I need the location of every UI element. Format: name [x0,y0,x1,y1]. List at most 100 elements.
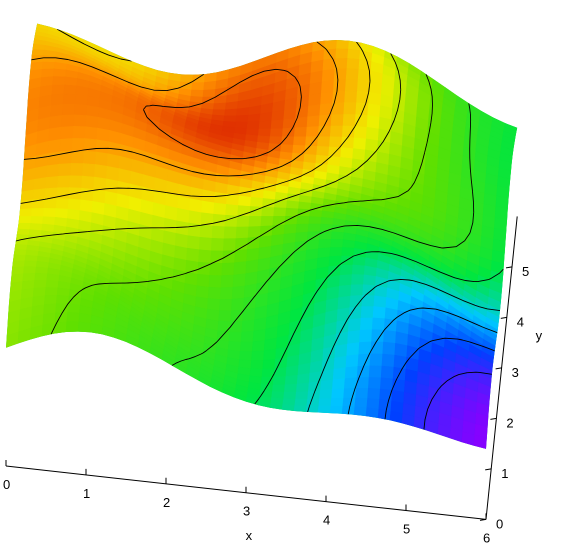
surface-cell [285,364,300,377]
surface-cell [360,306,375,319]
surface-cell [259,111,273,123]
surface-cell [286,200,300,210]
surface-cell [389,410,404,424]
surface-cell [67,303,81,314]
surface-cell [261,206,275,217]
surface-cell [282,117,297,129]
surface-cell [82,163,96,178]
surface-cell [219,298,233,312]
surface-cell [228,331,243,343]
surface-cell [11,260,26,268]
x-tick-label: 2 [163,495,170,510]
surface-cell [73,114,87,128]
surface-cell [50,93,65,106]
surface-cell [317,405,332,414]
surface-cell [377,408,392,421]
y-tick-label: 5 [522,264,529,279]
surface-cell [32,43,46,51]
surface-cell [324,39,338,51]
surface-cell [382,341,396,356]
surface-cell [348,306,363,320]
surface-cell [42,207,57,218]
surface [6,23,518,449]
x-tick-label: 5 [403,522,410,537]
surface-cell [250,188,265,199]
surface-cell [330,114,345,127]
surface-cell [262,358,276,370]
surface-cell [201,200,215,215]
surface-cell [263,348,277,361]
surface-cell [366,115,381,130]
surface-cell [73,103,88,116]
surface-cell [304,145,318,156]
surface-cell [231,297,245,312]
surface-cell [344,90,358,104]
surface-cell [235,226,250,239]
surface-cell [308,216,322,225]
surface-cell [274,191,289,202]
surface-cell [296,372,311,385]
surface-cell [335,48,349,60]
surface-cell [248,216,262,228]
surface-cell [63,84,77,95]
surface-cell [46,163,60,178]
contour-line [384,337,495,420]
contour-line [23,41,339,177]
surface-cell [239,341,254,352]
surface-cell [239,351,253,361]
surface-cell [393,354,408,370]
surface-cell [330,231,345,241]
surface-cell [283,223,298,235]
surface-cell [262,190,277,201]
surface-cell [298,201,312,211]
surface-cell [285,207,299,217]
surface-cell [34,165,48,180]
y-tick-label: 1 [501,466,508,481]
surface-cell [316,145,330,157]
surface-cell [203,80,217,91]
x-tick-label: 0 [3,477,10,492]
surface-cell [85,115,99,129]
surface-cell [367,377,382,390]
surface-cell [368,91,382,106]
axes: 0 1 2 3 4 5 6 0 1 2 3 4 5 x y [3,216,543,545]
surface-cell [196,273,211,288]
surface-cell [44,287,59,297]
y-tick-label: 2 [506,415,513,430]
surface-cell [59,138,74,153]
surface-cell [54,208,69,219]
surface-cell [342,114,357,127]
surface-cell [333,355,348,370]
surface-cell [383,318,398,333]
surface-cell [494,206,509,220]
surface-cell [344,79,359,92]
surface-cell [353,137,367,151]
surface-cell [23,260,38,268]
surface-cell [212,102,227,111]
surface-cell [49,114,63,130]
surface-cell [351,264,366,276]
surface-cell [306,231,321,242]
surface-cell [223,226,238,240]
surface-cell [308,370,323,384]
surface-cell [307,104,321,118]
surface-cell [218,310,232,323]
surface-cell [251,350,265,361]
surface-cell [352,148,366,161]
y-axis-label: y [536,328,543,343]
contour-line [307,278,501,413]
surface-cell [281,404,296,412]
surface-cell [233,261,247,276]
surface-cell [70,150,85,164]
surface-cell [329,247,343,258]
x-ticks: 0 1 2 3 4 5 6 [3,460,490,545]
surface-cell [251,339,266,352]
surface-cell [42,55,57,63]
surface-cell [186,235,201,251]
surface-cell [55,198,70,210]
surface-cell [70,163,84,177]
surface-cell [78,312,92,324]
surface-cell [234,249,248,264]
surface-cell [74,94,89,106]
surface-cell [352,255,367,267]
